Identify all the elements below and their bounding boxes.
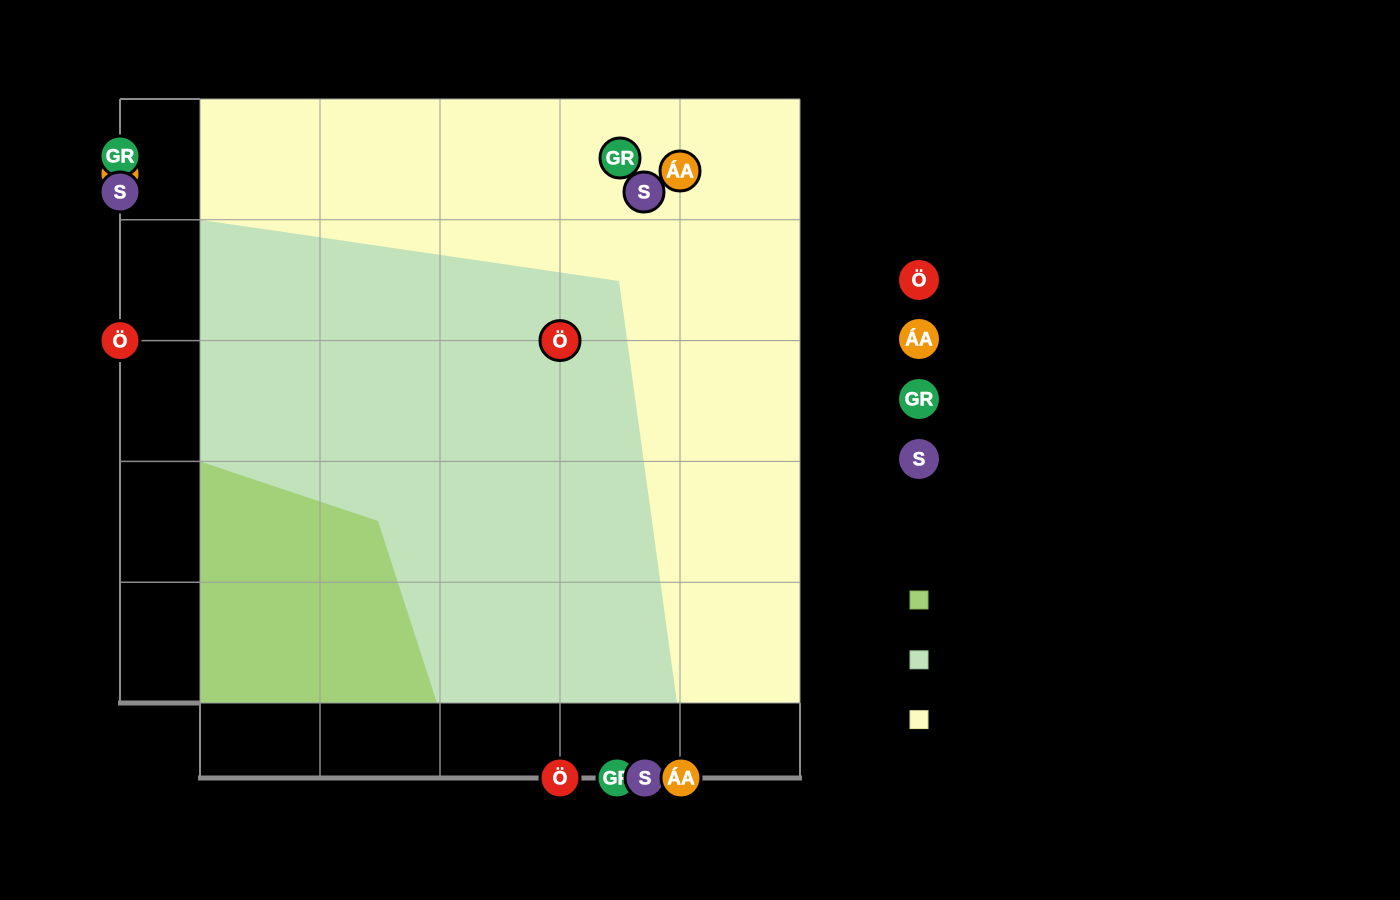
svg-text:ÁA: ÁA: [666, 161, 694, 183]
svg-text:ÁA: ÁA: [905, 329, 933, 351]
svg-text:S: S: [639, 769, 652, 790]
svg-text:GR: GR: [106, 147, 135, 168]
svg-text:Ö: Ö: [553, 331, 568, 352]
svg-text:Ö: Ö: [912, 271, 927, 292]
svg-text:Ö: Ö: [113, 331, 128, 352]
svg-text:GR: GR: [606, 149, 635, 170]
svg-text:GR: GR: [905, 390, 934, 411]
svg-text:ÁA: ÁA: [667, 768, 695, 790]
svg-text:Ö: Ö: [553, 769, 568, 790]
svg-text:S: S: [913, 450, 926, 471]
svg-text:S: S: [114, 183, 127, 204]
svg-text:S: S: [638, 183, 651, 204]
